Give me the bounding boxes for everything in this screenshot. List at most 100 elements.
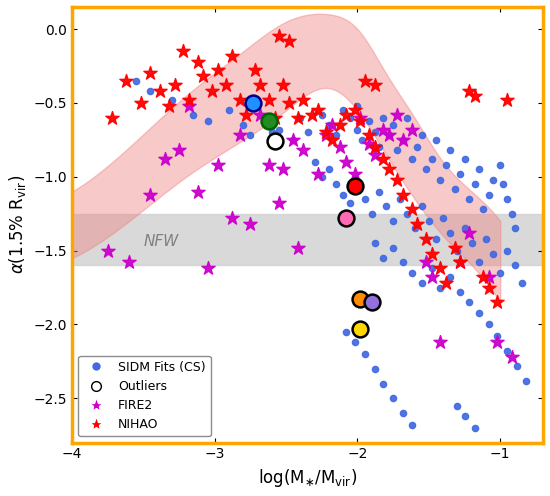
Point bbox=[393, 146, 402, 154]
Point bbox=[260, 117, 269, 124]
Point bbox=[193, 187, 202, 195]
Bar bbox=[72, 214, 543, 265]
Point bbox=[279, 166, 288, 174]
Point bbox=[346, 114, 355, 122]
Point bbox=[250, 66, 259, 74]
Point bbox=[453, 247, 462, 254]
Point bbox=[375, 187, 383, 195]
Point bbox=[446, 273, 455, 281]
Point bbox=[365, 131, 373, 139]
Point bbox=[408, 125, 416, 133]
Point bbox=[507, 210, 516, 218]
Point bbox=[170, 81, 179, 89]
Point bbox=[265, 117, 273, 124]
Point bbox=[521, 376, 530, 384]
Point bbox=[436, 176, 445, 184]
Point bbox=[436, 338, 445, 346]
Point bbox=[342, 158, 350, 166]
X-axis label: log(M$_{\ast}$/M$_{\rm vir}$): log(M$_{\ast}$/M$_{\rm vir}$) bbox=[258, 467, 357, 489]
Point bbox=[274, 199, 283, 207]
Point bbox=[425, 217, 433, 225]
Point bbox=[360, 350, 369, 358]
Point bbox=[336, 121, 345, 129]
Point bbox=[375, 143, 383, 151]
Point bbox=[356, 296, 365, 304]
Text: NFW: NFW bbox=[144, 234, 179, 249]
Point bbox=[417, 279, 426, 287]
Point bbox=[293, 244, 302, 251]
Point bbox=[299, 96, 307, 104]
Point bbox=[360, 195, 369, 203]
Point bbox=[299, 146, 307, 154]
Point bbox=[408, 421, 416, 429]
Point bbox=[482, 235, 491, 243]
Point bbox=[367, 299, 376, 307]
Point bbox=[379, 155, 388, 163]
Point bbox=[489, 249, 498, 257]
Point bbox=[360, 77, 369, 85]
Point bbox=[179, 47, 188, 55]
Point bbox=[365, 140, 373, 148]
Point bbox=[246, 131, 255, 139]
Point bbox=[246, 220, 255, 228]
Point bbox=[493, 338, 502, 346]
Point bbox=[199, 72, 208, 80]
Point bbox=[322, 128, 331, 136]
Point bbox=[408, 205, 416, 213]
Point bbox=[436, 284, 445, 292]
Point bbox=[164, 102, 173, 110]
Point bbox=[203, 117, 212, 124]
Point bbox=[450, 185, 459, 192]
Point bbox=[496, 161, 505, 169]
Point bbox=[499, 180, 508, 188]
Point bbox=[464, 299, 473, 307]
Point bbox=[303, 128, 312, 136]
Point bbox=[436, 264, 445, 272]
Y-axis label: $\alpha$(1.5% R$_{\rm vir}$): $\alpha$(1.5% R$_{\rm vir}$) bbox=[7, 175, 28, 274]
Point bbox=[493, 332, 502, 340]
Legend: SIDM Fits (CS), Outliers, FIRE2, NIHAO: SIDM Fits (CS), Outliers, FIRE2, NIHAO bbox=[78, 356, 211, 436]
Point bbox=[464, 229, 473, 237]
Point bbox=[289, 136, 298, 144]
Point bbox=[146, 69, 155, 77]
Point bbox=[207, 87, 216, 95]
Point bbox=[324, 166, 333, 174]
Point bbox=[408, 155, 416, 163]
Point bbox=[346, 199, 355, 207]
Point bbox=[228, 52, 236, 60]
Point bbox=[307, 111, 316, 119]
Point bbox=[370, 365, 379, 373]
Point bbox=[189, 111, 197, 119]
Point bbox=[222, 81, 230, 89]
Point bbox=[478, 205, 487, 213]
Point bbox=[356, 325, 365, 333]
Point bbox=[399, 136, 408, 144]
Point bbox=[464, 87, 473, 95]
Point bbox=[422, 235, 431, 243]
Point bbox=[403, 114, 412, 122]
Point bbox=[408, 269, 416, 277]
Point bbox=[125, 258, 134, 266]
Point bbox=[422, 166, 431, 174]
Point bbox=[382, 202, 390, 210]
Point bbox=[370, 151, 379, 159]
Point bbox=[389, 217, 398, 225]
Point bbox=[485, 273, 493, 281]
Point bbox=[168, 96, 177, 104]
Point bbox=[468, 239, 476, 247]
Point bbox=[510, 261, 519, 269]
Point bbox=[313, 106, 322, 114]
Point bbox=[356, 117, 365, 124]
Point bbox=[496, 269, 505, 277]
Point bbox=[350, 170, 359, 178]
Point bbox=[249, 99, 258, 107]
Point bbox=[442, 161, 450, 169]
Point bbox=[132, 77, 141, 85]
Point bbox=[427, 273, 436, 281]
Point bbox=[393, 111, 402, 119]
Point bbox=[379, 114, 388, 122]
Point bbox=[399, 409, 408, 417]
Point bbox=[432, 136, 441, 144]
Point bbox=[284, 99, 293, 107]
Point bbox=[270, 114, 279, 122]
